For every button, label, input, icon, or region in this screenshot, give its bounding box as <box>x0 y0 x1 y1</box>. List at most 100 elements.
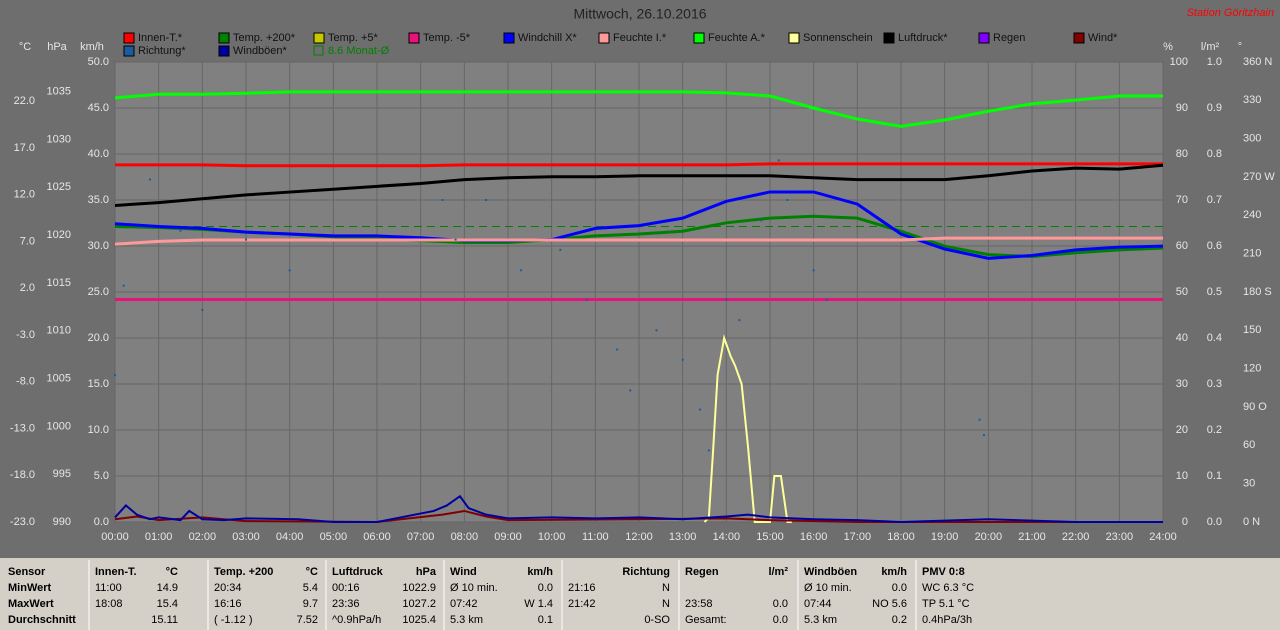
y-tick-label: 12.0 <box>14 189 35 201</box>
axis-unit: l/m² <box>1201 41 1220 53</box>
stats-cell: 9.7 <box>303 598 318 610</box>
stats-cell: °C <box>166 566 178 578</box>
y-tick-label: 270 W <box>1243 171 1275 183</box>
stats-cell: 07:42 <box>450 598 478 610</box>
x-tick-label: 19:00 <box>931 531 959 543</box>
legend-swatch <box>218 45 230 57</box>
axis-unit: hPa <box>47 41 67 53</box>
legend-label: 8.6 Monat-Ø <box>328 45 390 57</box>
x-tick-label: 13:00 <box>669 531 697 543</box>
x-tick-label: 24:00 <box>1149 531 1177 543</box>
y-tick-label: -3.0 <box>16 329 35 341</box>
x-tick-label: 14:00 <box>713 531 741 543</box>
stats-cell: 5.4 <box>303 582 318 594</box>
y-tick-label: 30 <box>1176 378 1188 390</box>
stats-cell: km/h <box>881 566 907 578</box>
y-tick-label: 0 N <box>1243 516 1260 528</box>
y-tick-label: 35.0 <box>88 194 109 206</box>
y-tick-label: 0.3 <box>1207 378 1222 390</box>
series-line <box>114 236 1163 246</box>
legend-label: Feuchte I.* <box>613 32 667 44</box>
y-tick-label: 0.0 <box>94 516 109 528</box>
stats-cell: Luftdruck <box>332 566 384 578</box>
y-tick-label: 5.0 <box>94 470 109 482</box>
scatter-point <box>485 199 488 201</box>
scatter-point <box>699 408 702 411</box>
stats-cell: NO 5.6 <box>872 598 907 610</box>
series-line <box>114 494 1163 524</box>
stats-cell: 15.4 <box>157 598 178 610</box>
stats-cell: ^0.9hPa/h <box>332 614 381 626</box>
legend-label: Sonnenschein <box>803 32 873 44</box>
axis-unit: ° <box>1238 41 1242 53</box>
scatter-point <box>520 269 523 272</box>
stats-cell: 0.2 <box>892 614 907 626</box>
scatter-point <box>760 219 763 222</box>
stats-cell: TP 5.1 °C <box>922 598 970 610</box>
legend-swatch <box>123 32 135 44</box>
stats-cell: 20:34 <box>214 582 242 594</box>
legend-label: Feuchte A.* <box>708 32 766 44</box>
stats-panel <box>0 558 1280 630</box>
x-tick-label: 18:00 <box>887 531 915 543</box>
stats-cell: ( -1.12 ) <box>214 614 253 626</box>
stats-cell: Ø 10 min. <box>450 582 498 594</box>
y-tick-label: 10 <box>1176 470 1188 482</box>
legend-swatch <box>408 32 420 44</box>
y-tick-label: 30 <box>1243 478 1255 490</box>
legend-label: Windchill X* <box>518 32 577 44</box>
stats-cell: 1027.2 <box>402 598 436 610</box>
x-tick-label: 15:00 <box>756 531 784 543</box>
y-tick-label: 1030 <box>47 133 71 145</box>
legend-label: Wind* <box>1088 32 1118 44</box>
y-tick-label: 0.1 <box>1207 470 1222 482</box>
stats-cell: 16:16 <box>214 598 242 610</box>
y-tick-label: -8.0 <box>16 376 35 388</box>
legend-swatch <box>1073 32 1085 44</box>
series-line <box>114 90 1163 128</box>
y-tick-label: 70 <box>1176 194 1188 206</box>
x-tick-label: 20:00 <box>975 531 1003 543</box>
x-tick-label: 21:00 <box>1018 531 1046 543</box>
station: Station Göritzhain <box>1187 7 1274 19</box>
x-tick-label: 07:00 <box>407 531 435 543</box>
stats-cell: 5.3 km <box>804 614 837 626</box>
stats-cell: 23:58 <box>685 598 713 610</box>
series-line <box>115 162 1163 168</box>
stats-cell: l/m² <box>768 566 788 578</box>
scatter-point <box>122 284 125 287</box>
y-tick-label: 1035 <box>47 86 71 98</box>
stats-cell: MinWert <box>8 582 52 594</box>
y-tick-label: 0.0 <box>1207 516 1222 528</box>
y-tick-label: -13.0 <box>10 422 35 434</box>
stats-cell: WC 6.3 °C <box>922 582 974 594</box>
x-tick-label: 02:00 <box>189 531 217 543</box>
legend-label: Innen-T.* <box>138 32 183 44</box>
y-tick-label: 90 O <box>1243 401 1267 413</box>
series-line <box>703 334 792 523</box>
stats-cell: N <box>662 598 670 610</box>
x-tick-label: 22:00 <box>1062 531 1090 543</box>
stats-cell: 1022.9 <box>402 582 436 594</box>
stats-cell: 07:44 <box>804 598 832 610</box>
stats-cell: Sensor <box>8 566 46 578</box>
legend-label: Temp. -5* <box>423 32 471 44</box>
scatter-point <box>982 434 985 437</box>
scatter-point <box>978 418 981 421</box>
y-tick-label: 30.0 <box>88 240 109 252</box>
stats-cell: 0.0 <box>538 582 553 594</box>
x-tick-label: 16:00 <box>800 531 828 543</box>
stats-cell: W 1.4 <box>524 598 553 610</box>
chart-title: Mittwoch, 26.10.2016 <box>573 6 706 22</box>
y-tick-label: 990 <box>53 516 71 528</box>
legend-swatch <box>218 32 230 44</box>
y-tick-label: 210 <box>1243 248 1261 260</box>
stats-cell: PMV 0:8 <box>922 566 965 578</box>
scatter-point <box>288 269 291 272</box>
y-tick-label: 20 <box>1176 424 1188 436</box>
scatter-point <box>777 159 780 162</box>
stats-cell: 7.52 <box>297 614 318 626</box>
stats-cell: 00:16 <box>332 582 360 594</box>
legend-swatch <box>123 45 135 57</box>
y-tick-label: 150 <box>1243 324 1261 336</box>
